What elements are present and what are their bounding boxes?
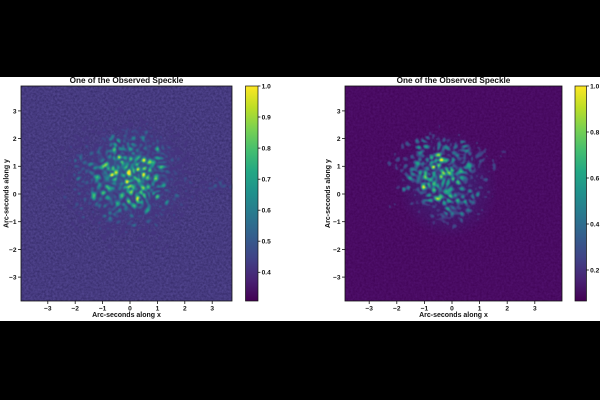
svg-text:0.6: 0.6	[590, 175, 599, 182]
svg-text:−1: −1	[99, 306, 107, 313]
svg-text:2: 2	[13, 136, 17, 143]
svg-text:1.0: 1.0	[590, 83, 599, 90]
svg-text:1.0: 1.0	[262, 83, 271, 90]
svg-text:−2: −2	[393, 306, 401, 313]
svg-text:0.8: 0.8	[590, 129, 599, 136]
svg-text:0: 0	[13, 191, 17, 198]
svg-text:0.8: 0.8	[262, 146, 271, 153]
svg-text:0: 0	[128, 306, 132, 313]
svg-text:−1: −1	[333, 219, 341, 226]
svg-text:0.4: 0.4	[590, 221, 599, 228]
svg-text:1: 1	[478, 306, 482, 313]
svg-text:1: 1	[337, 164, 341, 171]
svg-text:3: 3	[13, 108, 17, 115]
svg-text:−2: −2	[333, 247, 341, 254]
svg-text:Arc-seconds along y: Arc-seconds along y	[325, 159, 332, 228]
svg-text:−3: −3	[9, 275, 17, 282]
svg-text:−3: −3	[365, 306, 373, 313]
svg-text:−3: −3	[44, 306, 52, 313]
svg-text:0.6: 0.6	[262, 208, 271, 215]
svg-text:0.7: 0.7	[262, 177, 271, 184]
svg-text:0: 0	[450, 306, 454, 313]
svg-text:3: 3	[533, 306, 537, 313]
svg-text:3: 3	[210, 306, 214, 313]
svg-text:Arc-seconds along x: Arc-seconds along x	[419, 312, 488, 319]
svg-text:0.2: 0.2	[590, 267, 599, 274]
svg-text:Arc-seconds along x: Arc-seconds along x	[92, 312, 161, 319]
svg-text:−1: −1	[9, 219, 17, 226]
svg-text:2: 2	[505, 306, 509, 313]
svg-text:2: 2	[337, 136, 341, 143]
svg-text:0.5: 0.5	[262, 239, 271, 246]
svg-text:2: 2	[183, 306, 187, 313]
svg-text:One of the Observed Speckle: One of the Observed Speckle	[70, 76, 184, 85]
svg-text:3: 3	[337, 108, 341, 115]
svg-text:−2: −2	[9, 247, 17, 254]
svg-text:1: 1	[156, 306, 160, 313]
svg-text:0.4: 0.4	[262, 270, 271, 277]
svg-text:One of the Observed Speckle: One of the Observed Speckle	[397, 76, 511, 85]
svg-text:0: 0	[337, 191, 341, 198]
svg-text:1: 1	[13, 164, 17, 171]
svg-text:0.9: 0.9	[262, 115, 271, 122]
svg-text:−3: −3	[333, 275, 341, 282]
svg-text:Arc-seconds along y: Arc-seconds along y	[4, 159, 11, 228]
svg-text:−2: −2	[71, 306, 79, 313]
svg-text:−1: −1	[421, 306, 429, 313]
